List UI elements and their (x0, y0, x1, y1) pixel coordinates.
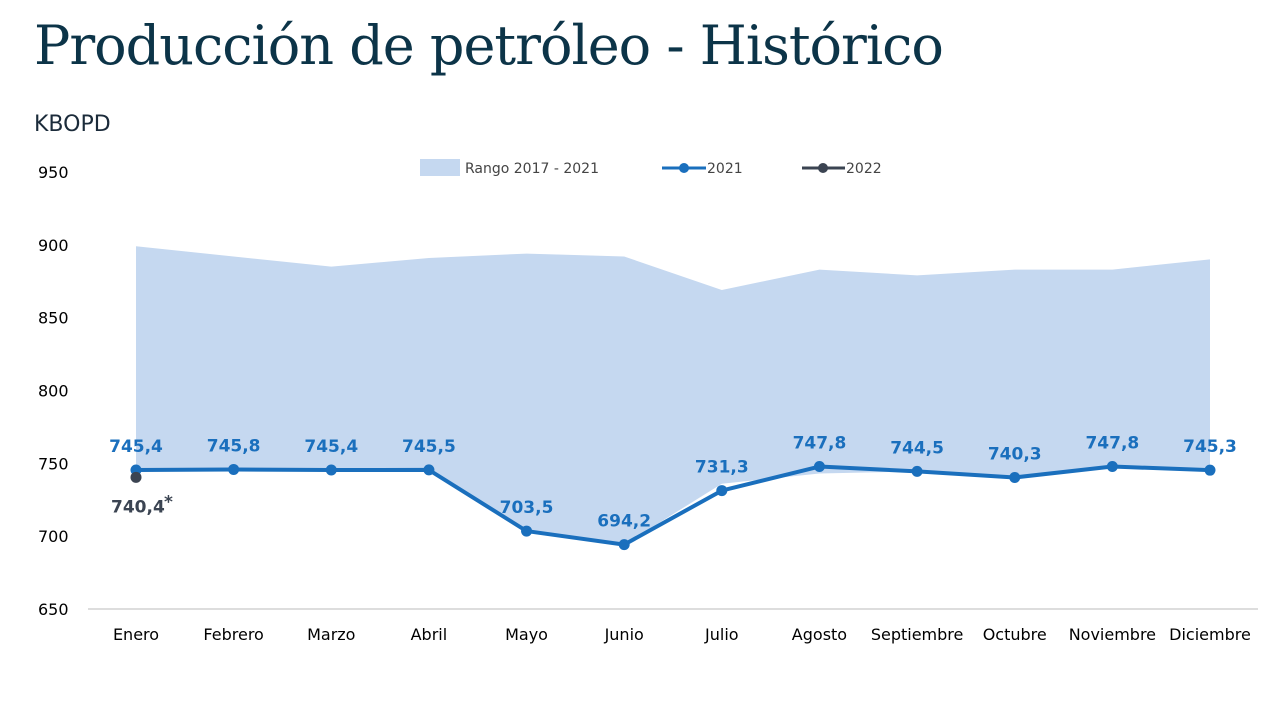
x-tick-label: Mayo (505, 625, 548, 644)
series-2021-line (135, 464, 1211, 547)
series-2021-point (813, 461, 825, 473)
data-label-2021: 745,5 (402, 437, 456, 457)
data-label-2021: 745,4 (304, 437, 358, 457)
legend-marker-2022 (818, 163, 828, 173)
series-2021-point (228, 463, 240, 475)
legend-label-2021: 2021 (707, 161, 743, 177)
series-2021-point (716, 485, 728, 497)
series-2021-point (1106, 461, 1118, 473)
series-2021-point (521, 525, 533, 537)
x-tick-label: Septiembre (871, 625, 964, 644)
x-tick-label: Enero (113, 625, 159, 644)
data-label-2021: 747,8 (793, 434, 847, 454)
data-label-2021: 731,3 (695, 458, 749, 478)
data-label-2021: 744,5 (890, 438, 944, 458)
y-tick-label: 800 (38, 382, 69, 401)
x-tick-label: Junio (604, 625, 644, 644)
data-label-2021: 745,4 (109, 437, 163, 457)
series-2021-point (1009, 471, 1021, 483)
data-label-2021: 745,8 (207, 436, 261, 456)
data-label-2021: 694,2 (597, 512, 651, 532)
y-tick-label: 900 (38, 236, 69, 255)
series-2021-point (618, 539, 630, 551)
y-tick-label: 750 (38, 454, 69, 473)
legend-marker-2021 (679, 163, 689, 173)
series-2021-point (423, 464, 435, 476)
data-label-2021: 745,3 (1183, 437, 1237, 457)
y-tick-label: 650 (38, 600, 69, 619)
x-tick-label: Febrero (203, 625, 263, 644)
x-tick-label: Julio (704, 625, 739, 644)
legend-swatch-range (420, 159, 460, 176)
y-tick-label: 700 (38, 527, 69, 546)
x-tick-label: Abril (411, 625, 448, 644)
x-tick-label: Noviembre (1069, 625, 1156, 644)
series-2022-point (130, 471, 142, 483)
x-tick-label: Octubre (983, 625, 1047, 644)
data-label-2021: 747,8 (1085, 434, 1139, 454)
range-area (136, 246, 1210, 545)
series-2021-point (325, 464, 337, 476)
page-title: Producción de petróleo - Histórico (34, 14, 944, 77)
y-tick-label: 850 (38, 309, 69, 328)
series-2021-point (1204, 464, 1216, 476)
data-label-2021: 740,3 (988, 444, 1042, 464)
x-tick-label: Agosto (792, 625, 847, 644)
legend-label-range: Rango 2017 - 2021 (465, 161, 599, 177)
unit-label: KBOPD (34, 112, 111, 137)
data-label-2022: 740,4 (111, 497, 165, 517)
annotation-asterisk: * (164, 492, 173, 512)
y-tick-label: 950 (38, 163, 69, 182)
x-tick-label: Diciembre (1169, 625, 1251, 644)
legend-label-2022: 2022 (846, 161, 882, 177)
data-label-2021: 703,5 (500, 498, 554, 518)
x-tick-label: Marzo (307, 625, 355, 644)
series-2021-point (911, 465, 923, 477)
